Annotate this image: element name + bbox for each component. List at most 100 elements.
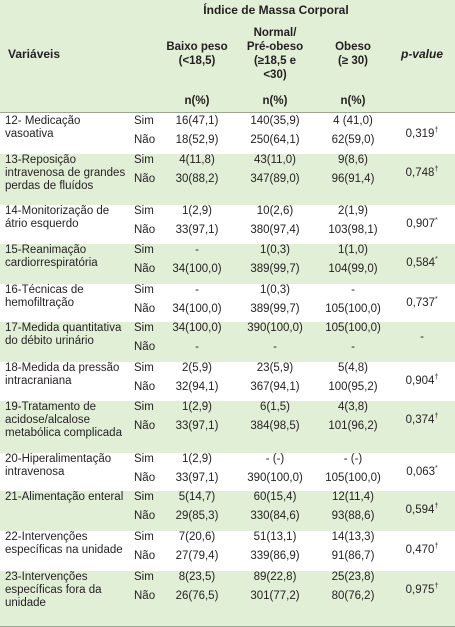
sim-label: Sim: [134, 491, 154, 503]
row-label-line: vasoativa: [5, 128, 54, 140]
col-header-line: (<18,5): [178, 55, 216, 67]
header-divider: [0, 112, 455, 113]
p-value-number: 0,748: [405, 166, 435, 179]
row-label-line: 13-Reposição: [5, 154, 76, 166]
cell-nao-col3: -: [351, 341, 355, 353]
p-value-number: 0,594: [405, 503, 435, 516]
p-value-number: 0,063: [406, 465, 436, 478]
sim-label: Sim: [134, 284, 154, 296]
cell-nao-col1: 29(85,3): [175, 510, 219, 522]
cell-nao-col1: -: [195, 341, 199, 353]
p-value: 0,063*: [396, 462, 448, 479]
cell-nao-col2: -: [273, 341, 277, 353]
row-label-line: 16-Técnicas de: [5, 284, 84, 296]
row-label: 18-Medida da pressão intracraniana: [5, 362, 133, 388]
p-value: 0,907*: [396, 214, 448, 231]
table-row: [0, 154, 455, 205]
row-label-line: 22-Intervenções: [5, 531, 88, 543]
cell-sim-col3: 4(3,8): [337, 401, 369, 413]
col-header-line: (≥18,5 e: [253, 55, 297, 67]
row-label: 22-Intervenções específicas na unidade: [5, 531, 133, 557]
p-value-mark: †: [434, 503, 439, 510]
row-label: 14-Monitorização de átrio esquerdo: [5, 205, 133, 231]
col-header-line: Baixo peso: [166, 41, 228, 53]
sim-label: Sim: [134, 115, 154, 127]
sim-label: Sim: [134, 453, 154, 465]
p-value-mark: *: [435, 296, 438, 303]
cell-sim-col3: -: [351, 284, 355, 296]
cell-sim-col1: 8(23,5): [178, 571, 216, 583]
nao-label: Não: [134, 173, 156, 185]
table-row: [0, 322, 455, 362]
p-value: -: [396, 331, 448, 344]
nao-label: Não: [134, 420, 156, 432]
cell-nao-col3: 104(99,0): [328, 263, 378, 275]
sim-label: Sim: [134, 531, 154, 543]
cell-sim-col2: 23(5,9): [256, 362, 294, 374]
p-value: 0,594†: [396, 500, 448, 517]
row-label: 13-Reposição intravenosa de grandes perdas…: [5, 154, 133, 193]
row-label-line: átrio esquerdo: [5, 218, 79, 230]
cell-sim-col2: 140(35,9): [250, 115, 300, 127]
row-label-line: perdas de fluídos: [5, 180, 94, 192]
cell-sim-col1: 1(2,9): [181, 453, 213, 465]
p-value-number: 0,737: [406, 296, 436, 309]
cell-nao-col3: 62(59,0): [331, 134, 375, 146]
row-label-line: metabólica complicada: [5, 427, 122, 439]
row-label-line: acidose/alcalose: [5, 414, 91, 426]
cell-sim-col2: 10(2,6): [256, 205, 294, 217]
cell-nao-col1: 27(79,4): [175, 550, 219, 562]
cell-sim-col3: 1(1,0): [337, 244, 369, 256]
nao-label: Não: [134, 590, 156, 602]
col-header-baixo-peso: Baixo peso (<18,5): [162, 40, 232, 68]
cell-nao-col1: 34(100,0): [172, 263, 222, 275]
row-label-line: 15-Reanimação: [5, 244, 87, 256]
cell-sim-col3: 5(4,8): [337, 362, 369, 374]
nao-label: Não: [134, 550, 156, 562]
cell-sim-col1: 34(100,0): [172, 322, 222, 334]
p-value: 0,319†: [396, 124, 448, 141]
cell-nao-col2: 347(89,0): [250, 173, 300, 185]
sim-label: Sim: [134, 401, 154, 413]
group-header: Índice de Massa Corporal: [203, 3, 349, 17]
row-label-line: 23-Intervenções: [5, 571, 88, 583]
table-row: [0, 401, 455, 453]
cell-nao-col2: 301(77,2): [250, 590, 300, 602]
cell-nao-col3: 101(96,2): [328, 420, 378, 432]
table-row: [0, 571, 455, 626]
cell-sim-col1: -: [195, 244, 199, 256]
row-label: 20-Hiperalimentação intravenosa: [5, 453, 133, 479]
p-value: 0,737*: [396, 293, 448, 310]
table-row: [0, 205, 455, 244]
col-header-line: Obeso: [335, 41, 371, 53]
nao-label: Não: [134, 341, 156, 353]
cell-nao-col2: 339(86,9): [250, 550, 300, 562]
cell-sim-col2: 1(0,3): [259, 284, 291, 296]
cell-nao-col1: 34(100,0): [172, 303, 222, 315]
nao-label: Não: [134, 510, 156, 522]
cell-sim-col1: -: [195, 284, 199, 296]
row-label: 15-Reanimação cardiorrespiratória: [5, 244, 133, 270]
cell-nao-col1: 32(94,1): [175, 381, 219, 393]
row-label-line: 18-Medida da pressão: [5, 362, 120, 374]
cell-sim-col1: 16(47,1): [175, 115, 219, 127]
row-label: 19-Tratamento de acidose/alcalose metabóli…: [5, 401, 133, 440]
cell-sim-col1: 1(2,9): [181, 205, 213, 217]
cell-nao-col2: 390(100,0): [247, 472, 303, 484]
row-label-line: intracraniana: [5, 375, 72, 387]
cell-sim-col1: 7(20,6): [178, 531, 216, 543]
p-value-mark: *: [435, 217, 438, 224]
row-label: 23-Intervenções específicas fora da unidad…: [5, 571, 133, 610]
n-label-col2: n(%): [262, 95, 288, 107]
p-value-mark: †: [434, 374, 439, 381]
table-row: [0, 362, 455, 401]
cell-sim-col1: 5(14,7): [178, 491, 216, 503]
cell-nao-col1: 33(97,1): [175, 224, 219, 236]
p-value-mark: †: [434, 543, 439, 550]
table-row: [0, 244, 455, 284]
cell-sim-col3: 12(11,4): [332, 491, 374, 503]
cell-nao-col2: 389(99,7): [250, 303, 300, 315]
cell-sim-col3: 25(23,8): [331, 571, 375, 583]
cell-sim-col2: 60(15,4): [253, 491, 297, 503]
cell-sim-col2: 51(13,1): [253, 531, 297, 543]
